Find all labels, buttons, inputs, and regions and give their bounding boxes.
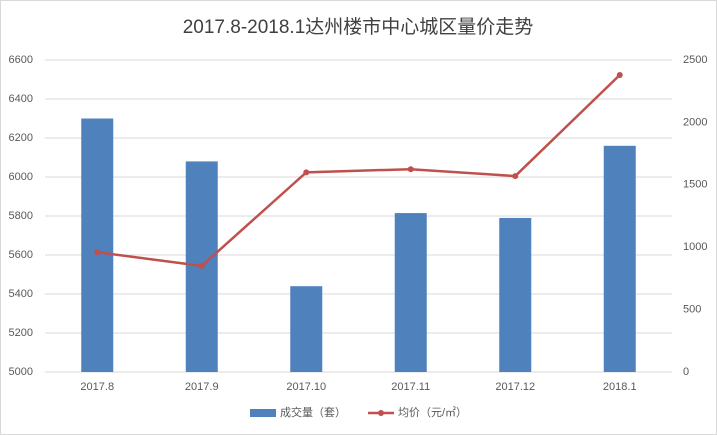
legend-label: 成交量（套） [280,405,346,419]
legend-swatch [378,410,384,416]
y2-tick-label: 2000 [683,116,707,128]
x-tick-label: 2017.10 [286,381,326,393]
x-tick-label: 2017.9 [185,381,219,393]
x-tick-label: 2017.8 [80,381,114,393]
x-tick-label: 2018.1 [603,381,637,393]
bar [499,217,532,372]
y-tick-label: 6400 [9,93,33,105]
x-tick-label: 2017.11 [391,381,430,393]
bar [603,145,636,372]
y2-tick-label: 500 [683,304,701,316]
line-point [198,262,205,269]
y2-tick-label: 1000 [683,241,707,253]
y2-tick-label: 2500 [683,54,707,66]
bar [81,118,114,372]
y-tick-label: 5600 [9,249,33,261]
legend-label: 均价（元/㎡） [398,406,467,419]
line-point [303,169,310,176]
bar [394,213,427,372]
x-tick-label: 2017.12 [495,381,535,393]
chart-title: 2017.8-2018.1达州楼市中心城区量价走势 [183,16,534,38]
y2-tick-label: 1500 [683,179,707,191]
line-point [616,71,623,78]
y-tick-label: 5400 [9,288,33,300]
bar [290,286,323,372]
line-point [94,249,101,256]
line-point [512,173,519,180]
y-tick-label: 5000 [9,366,33,378]
line [97,74,621,268]
legend-swatch [250,409,276,417]
line-point [407,166,414,173]
y-tick-label: 6000 [9,171,33,183]
y-tick-label: 5200 [9,327,33,339]
y-tick-label: 6600 [9,54,33,66]
y-tick-label: 5800 [9,210,33,222]
y2-tick-label: 0 [683,366,689,378]
y-tick-label: 6200 [9,132,33,144]
